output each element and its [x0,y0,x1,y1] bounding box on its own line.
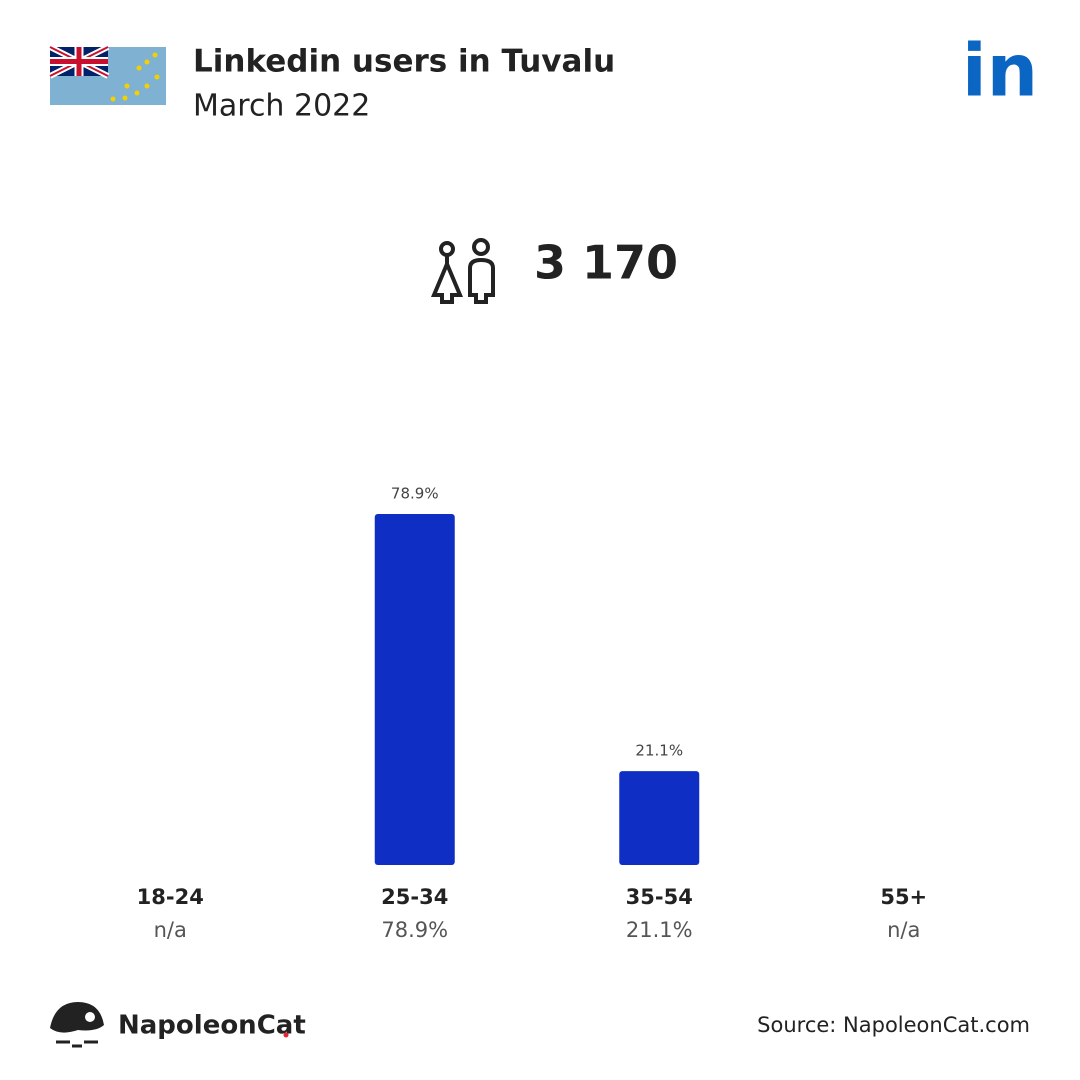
value-label: n/a [887,918,920,942]
chart-title: Linkedin users in Tuvalu [193,44,615,80]
bar [619,771,700,865]
brand: NapoleonCat [118,1011,306,1041]
value-label: 78.9% [381,918,448,942]
brand-dot [283,1032,289,1038]
linkedin-logo: in [962,29,1038,113]
value-label: 21.1% [626,918,693,942]
x-tick-label: 35-54 [626,885,693,909]
flag [48,44,166,105]
data-label: 78.9% [391,485,439,503]
users-icon [430,238,495,304]
total-users: 3 170 [534,236,678,290]
data-label: 21.1% [635,742,683,760]
bar [374,514,455,865]
source: Source: NapoleonCat.com [757,1013,1030,1037]
x-tick-label: 55+ [880,885,927,909]
x-tick-label: 18-24 [137,885,204,909]
x-tick-label: 25-34 [381,885,448,909]
chart-subtitle: March 2022 [193,89,370,124]
brand-logo [50,1002,104,1048]
value-label: n/a [154,918,187,942]
